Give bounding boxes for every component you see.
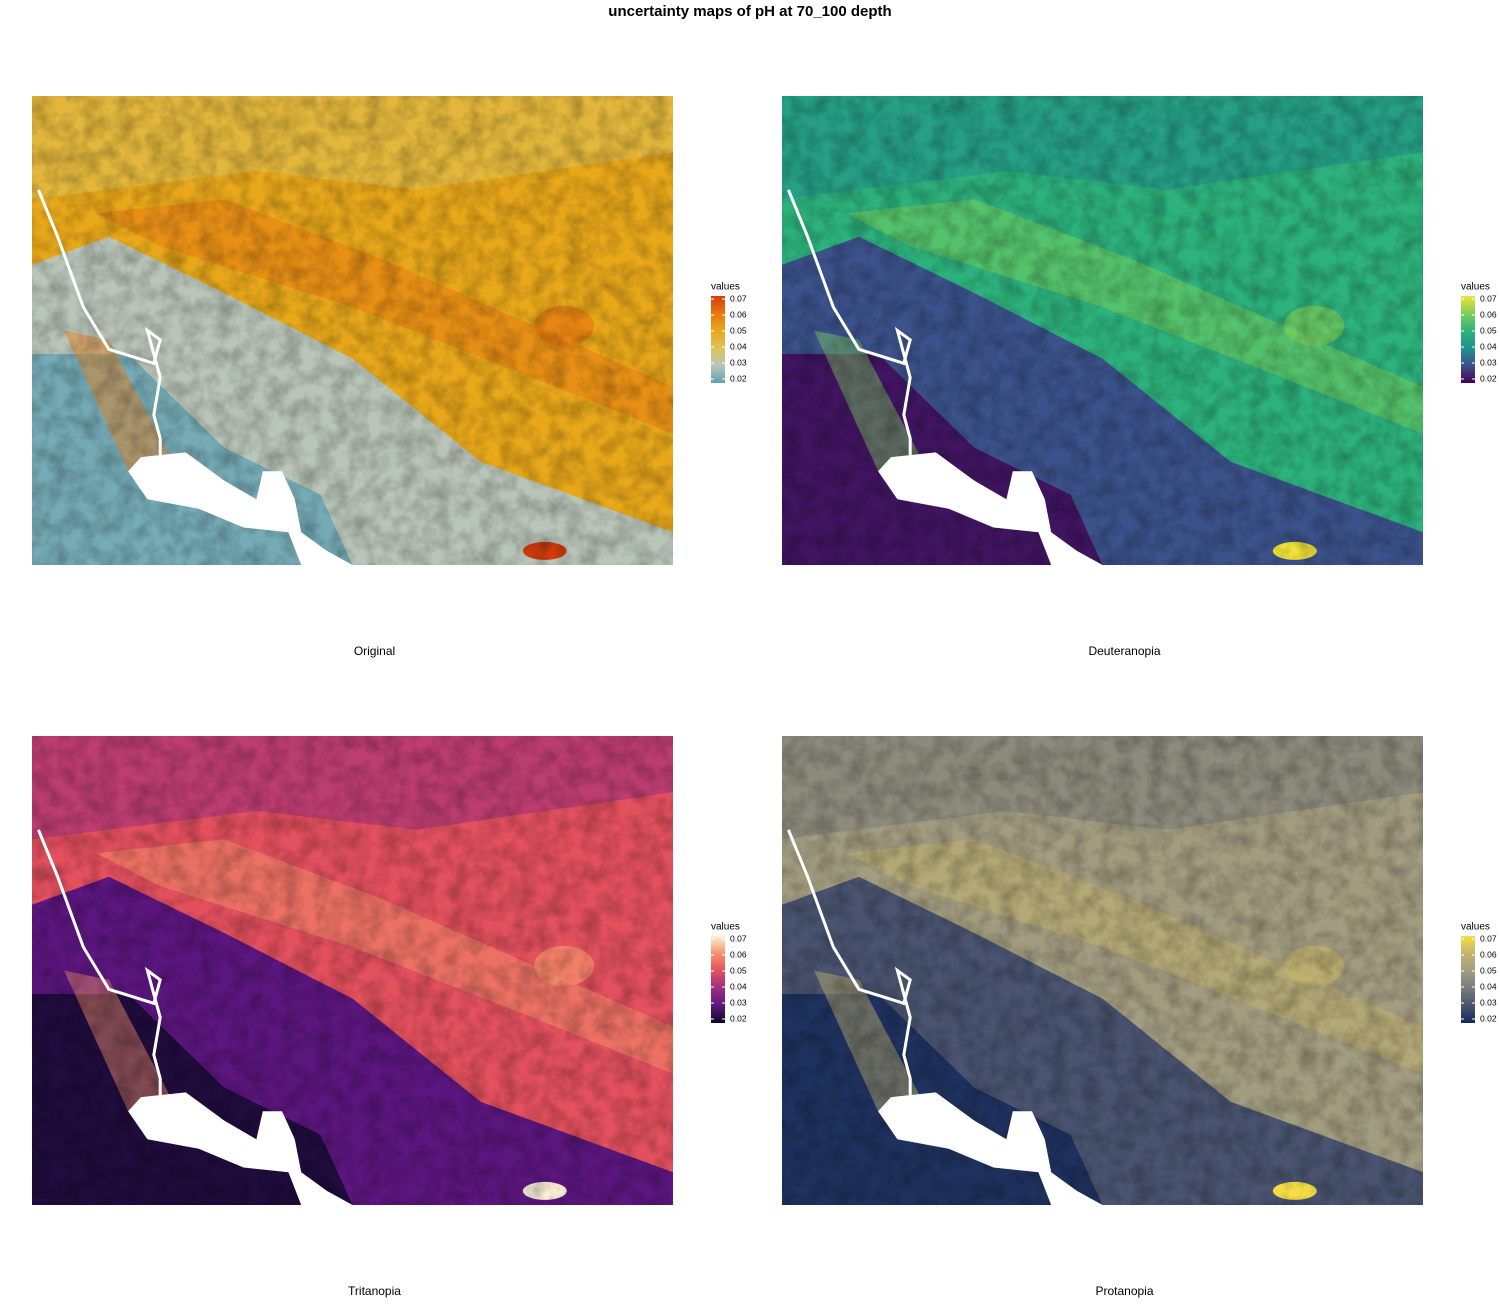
legend-tick-label: 0.06 — [730, 309, 747, 319]
legend-tick-label: 0.02 — [1480, 373, 1497, 383]
legend-colorbar — [1461, 296, 1475, 383]
legend-colorbar — [711, 936, 725, 1023]
legend-tick-label: 0.03 — [1480, 997, 1497, 1007]
map-river — [37, 189, 162, 458]
legend-tick-label: 0.04 — [1480, 981, 1497, 991]
panel-caption: Tritanopia — [348, 1284, 401, 1298]
legend-tick-label: 0.07 — [730, 933, 747, 943]
legend-tick-label: 0.03 — [730, 997, 747, 1007]
figure-title: uncertainty maps of pH at 70_100 depth — [608, 3, 891, 20]
panel-caption: Protanopia — [1095, 1284, 1153, 1298]
legend-tick-label: 0.06 — [1480, 949, 1497, 959]
map-lake — [878, 452, 1103, 565]
legend-tick-label: 0.07 — [1480, 293, 1497, 303]
legend-tick-label: 0.02 — [730, 1013, 747, 1023]
map-lake — [128, 452, 353, 565]
legend-colorbar — [1461, 936, 1475, 1023]
map-texture — [782, 736, 1423, 1205]
legend-tick-label: 0.07 — [1480, 933, 1497, 943]
legend-tick-label: 0.05 — [730, 965, 747, 975]
map-texture — [32, 96, 673, 565]
legend-tick-label: 0.07 — [730, 293, 747, 303]
legend-tick-label: 0.06 — [730, 949, 747, 959]
legend-colorbar — [711, 296, 725, 383]
legend-tick-label: 0.02 — [1480, 1013, 1497, 1023]
legend-title: values — [711, 922, 740, 933]
panel-caption: Original — [354, 644, 395, 658]
legend-tick-label: 0.02 — [730, 373, 747, 383]
map-lake — [128, 1092, 353, 1205]
legend-title: values — [1461, 922, 1490, 933]
legend-tick-label: 0.05 — [1480, 965, 1497, 975]
map-lake — [878, 1092, 1103, 1205]
map-river — [787, 189, 912, 458]
legend-tick-label: 0.05 — [730, 325, 747, 335]
map-texture — [32, 736, 673, 1205]
legend-tick-label: 0.04 — [730, 981, 747, 991]
legend-tick-label: 0.03 — [1480, 357, 1497, 367]
legend-tick-label: 0.05 — [1480, 325, 1497, 335]
legend-title: values — [1461, 282, 1490, 293]
map-river — [37, 829, 162, 1098]
panel-caption: Deuteranopia — [1088, 644, 1160, 658]
legend-title: values — [711, 282, 740, 293]
legend-tick-label: 0.04 — [730, 341, 747, 351]
legend-tick-label: 0.03 — [730, 357, 747, 367]
legend-tick-label: 0.04 — [1480, 341, 1497, 351]
map-river — [787, 829, 912, 1098]
legend-tick-label: 0.06 — [1480, 309, 1497, 319]
map-texture — [782, 96, 1423, 565]
